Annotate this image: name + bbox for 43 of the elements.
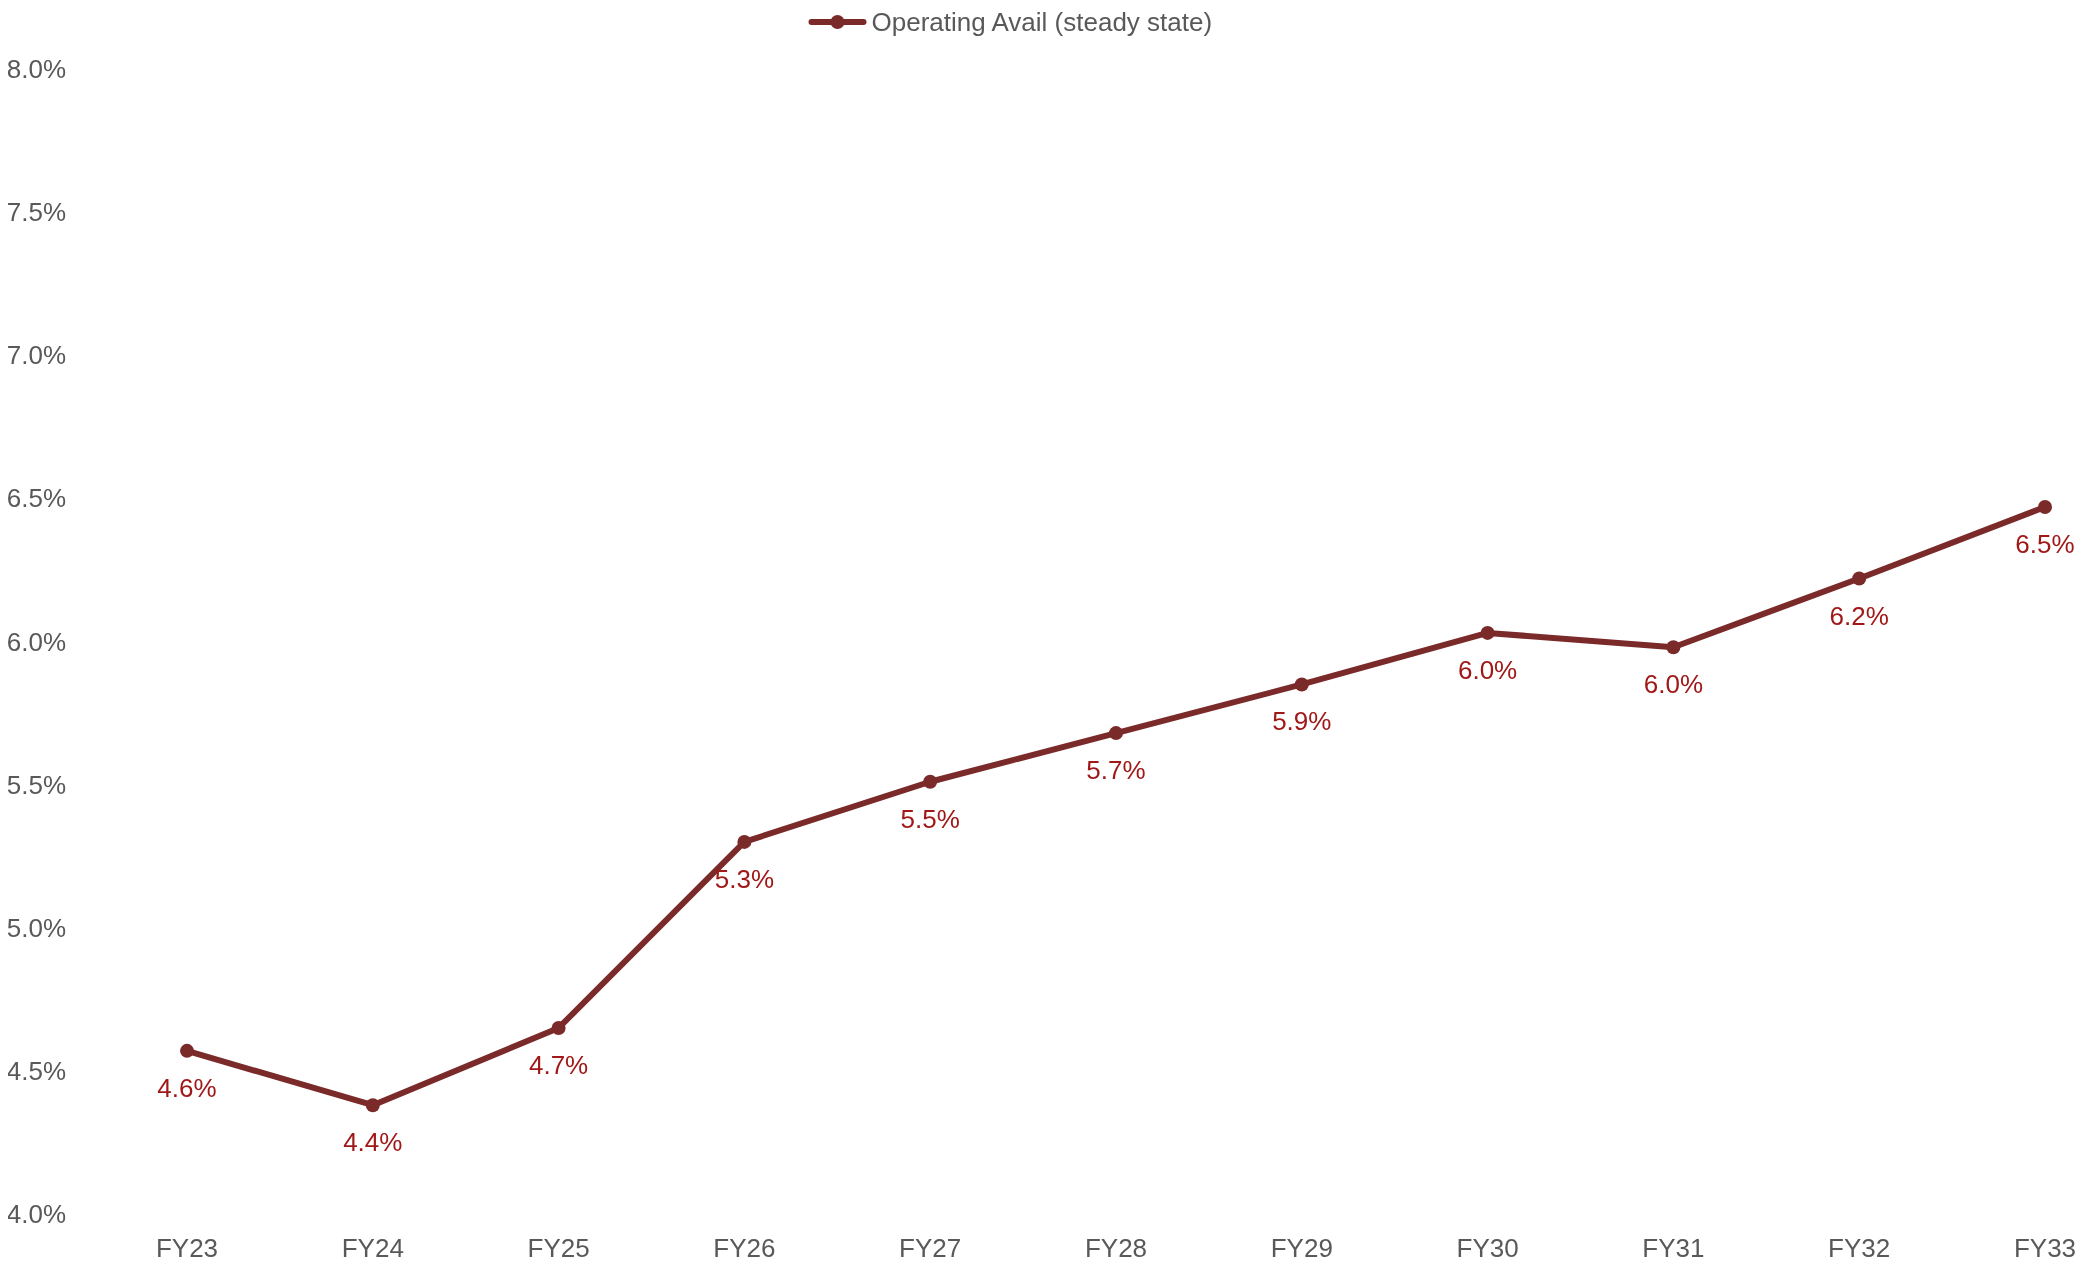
y-tick-label: 5.0% xyxy=(6,912,66,943)
x-tick-label: FY29 xyxy=(1270,1233,1333,1263)
data-label: 5.5% xyxy=(900,803,960,834)
data-label: 4.4% xyxy=(343,1127,403,1158)
y-tick-label: 5.5% xyxy=(6,769,66,800)
data-label: 5.7% xyxy=(1086,755,1146,786)
y-tick-label: 8.0% xyxy=(6,54,66,85)
y-tick-label: 4.5% xyxy=(6,1055,66,1086)
point xyxy=(365,1098,380,1113)
x-tick-label: FY26 xyxy=(713,1233,776,1263)
point xyxy=(1109,726,1123,741)
point xyxy=(1480,625,1495,640)
data-label: 5.9% xyxy=(1272,706,1332,737)
data-label: 6.5% xyxy=(2015,528,2075,559)
data-label: 6.0% xyxy=(1643,669,1704,700)
data-label: 6.0% xyxy=(1457,654,1518,685)
x-tick-label: FY27 xyxy=(899,1233,962,1263)
data-label: 4.7% xyxy=(528,1049,589,1080)
y-tick-label: 7.0% xyxy=(6,340,66,371)
x-tick-label: FY31 xyxy=(1642,1233,1705,1263)
legend-label: Operating Avail (steady state) xyxy=(871,7,1213,38)
x-tick-label: FY30 xyxy=(1456,1233,1519,1263)
x-tick-label: FY33 xyxy=(2013,1233,2077,1263)
data-label: 5.3% xyxy=(714,863,775,894)
x-tick-label: FY25 xyxy=(527,1233,590,1263)
x-tick-label: FY23 xyxy=(155,1233,219,1263)
x-tick-label: FY24 xyxy=(341,1233,404,1263)
point xyxy=(737,834,752,849)
data-label: 4.6% xyxy=(157,1072,217,1103)
x-tick-label: FY28 xyxy=(1084,1233,1148,1263)
point xyxy=(923,774,938,789)
data-label: 6.2% xyxy=(1829,600,1889,631)
y-tick-label: 4.0% xyxy=(6,1199,66,1230)
y-tick-label: 7.5% xyxy=(6,197,66,228)
point xyxy=(551,1020,566,1035)
x-tick-label: FY32 xyxy=(1828,1233,1891,1263)
point xyxy=(1666,640,1681,655)
point xyxy=(1294,677,1309,692)
point xyxy=(2038,499,2052,514)
y-tick-label: 6.5% xyxy=(6,483,66,514)
point xyxy=(1852,571,1867,586)
point xyxy=(180,1043,194,1058)
y-tick-label: 6.0% xyxy=(6,626,66,657)
